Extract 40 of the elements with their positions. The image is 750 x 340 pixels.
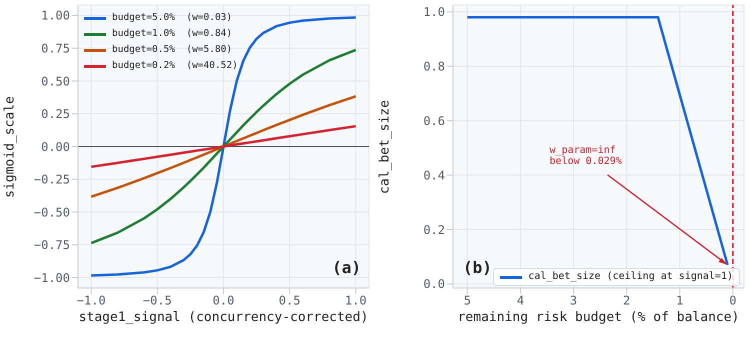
y-tick-label: −0.50 bbox=[34, 205, 70, 220]
y-tick-label: −1.00 bbox=[34, 270, 70, 285]
annotation: (a) bbox=[332, 258, 361, 277]
y-tick-label: 0.6 bbox=[423, 114, 445, 128]
x-tick-label: 1 bbox=[676, 294, 684, 308]
y-tick-label: 0.25 bbox=[41, 107, 70, 122]
y-tick-label: 0.00 bbox=[41, 140, 70, 154]
x-axis-title: stage1_signal (concurrency-corrected) bbox=[78, 310, 370, 325]
y-tick-label: 0.0 bbox=[423, 277, 445, 292]
x-tick-label: 0.0 bbox=[212, 294, 234, 308]
x-axis-title: remaining risk budget (% of balance) bbox=[456, 310, 740, 325]
y-tick-label: 0.8 bbox=[423, 59, 445, 74]
y-axis-title: cal_bet_size bbox=[378, 100, 392, 194]
x-tick-label: 2 bbox=[623, 294, 630, 308]
legend-label: budget=0.2% (w=40.52) bbox=[112, 59, 238, 73]
legend-label: budget=5.0% (w=0.03) bbox=[112, 11, 232, 25]
x-tick-label: 3 bbox=[570, 294, 578, 308]
line-series bbox=[90, 124, 358, 168]
legend-label: budget=0.5% (w=5.80) bbox=[112, 43, 232, 57]
x-tick-label: 5 bbox=[464, 294, 471, 308]
y-tick-label: 0.75 bbox=[41, 41, 70, 56]
y-tick-label: 1.00 bbox=[41, 8, 70, 23]
legend-label: cal_bet_size (ceiling at signal=1) bbox=[528, 270, 733, 284]
line-series bbox=[90, 95, 358, 198]
y-tick-label: 0.50 bbox=[41, 74, 70, 88]
annotation: w_param=inf below 0.029% bbox=[550, 144, 622, 167]
annotation: (b) bbox=[463, 258, 492, 277]
x-tick-label: −0.5 bbox=[142, 294, 172, 308]
x-tick-label: 0 bbox=[729, 294, 736, 308]
x-tick-label: 0.5 bbox=[278, 294, 300, 308]
y-tick-label: 1.0 bbox=[423, 5, 445, 20]
legend-label: budget=1.0% (w=0.84) bbox=[112, 27, 232, 41]
x-tick-label: 4 bbox=[516, 294, 524, 308]
y-tick-label: 0.2 bbox=[423, 222, 445, 237]
x-tick-label: 1.0 bbox=[344, 294, 367, 308]
y-tick-label: −0.25 bbox=[34, 172, 70, 187]
y-axis-title: sigmoid_scale bbox=[2, 96, 18, 198]
y-tick-label: 0.4 bbox=[423, 168, 445, 182]
x-tick-label: −1.0 bbox=[76, 294, 106, 308]
y-tick-label: −0.75 bbox=[34, 238, 70, 252]
